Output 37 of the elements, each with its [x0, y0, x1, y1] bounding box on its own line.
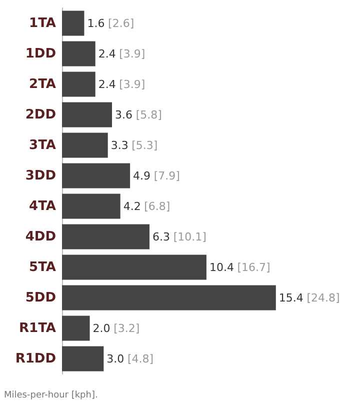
y-tick-label: 4DD	[25, 229, 56, 244]
data-label: 3.3 [5.3]	[110, 138, 158, 152]
bar	[62, 41, 96, 66]
y-tick-label: 5TA	[29, 260, 56, 275]
bar	[62, 285, 276, 310]
y-tick-label: R1TA	[19, 320, 56, 336]
bar	[62, 224, 150, 250]
bar	[62, 72, 96, 97]
data-label: 3.0 [4.8]	[106, 352, 154, 366]
y-tick-label: 2TA	[29, 76, 56, 92]
y-tick-label: 3TA	[29, 138, 56, 153]
bar	[62, 194, 120, 219]
y-tick-label: 1DD	[25, 46, 56, 62]
bar	[62, 316, 90, 341]
data-label: 2.4 [3.9]	[98, 78, 146, 91]
data-label: 6.3 [10.1]	[152, 230, 206, 244]
data-label: 4.9 [7.9]	[133, 169, 180, 182]
data-label: 4.2 [6.8]	[123, 200, 170, 213]
y-tick-label: 3DD	[25, 168, 56, 184]
bar	[62, 254, 206, 280]
y-tick-label: 5DD	[25, 290, 56, 306]
data-label: 10.4 [16.7]	[209, 260, 270, 274]
data-label: 15.4 [24.8]	[278, 291, 340, 304]
y-tick-label: 2DD	[25, 107, 56, 122]
bar	[62, 346, 104, 372]
data-label: 2.4 [3.9]	[98, 47, 146, 60]
bar	[62, 10, 84, 36]
text: Miles-per-hour [kph].	[4, 390, 98, 400]
bar	[62, 132, 108, 158]
y-tick-label: 1TA	[29, 16, 56, 31]
data-label: 1.6 [2.6]	[87, 16, 134, 30]
data-label: 3.6 [5.8]	[115, 108, 162, 122]
y-tick-label: 4TA	[29, 198, 56, 214]
data-label: 2.0 [3.2]	[92, 322, 140, 335]
y-tick-label: R1DD	[15, 351, 56, 366]
bar	[62, 102, 112, 128]
bar	[62, 163, 130, 188]
